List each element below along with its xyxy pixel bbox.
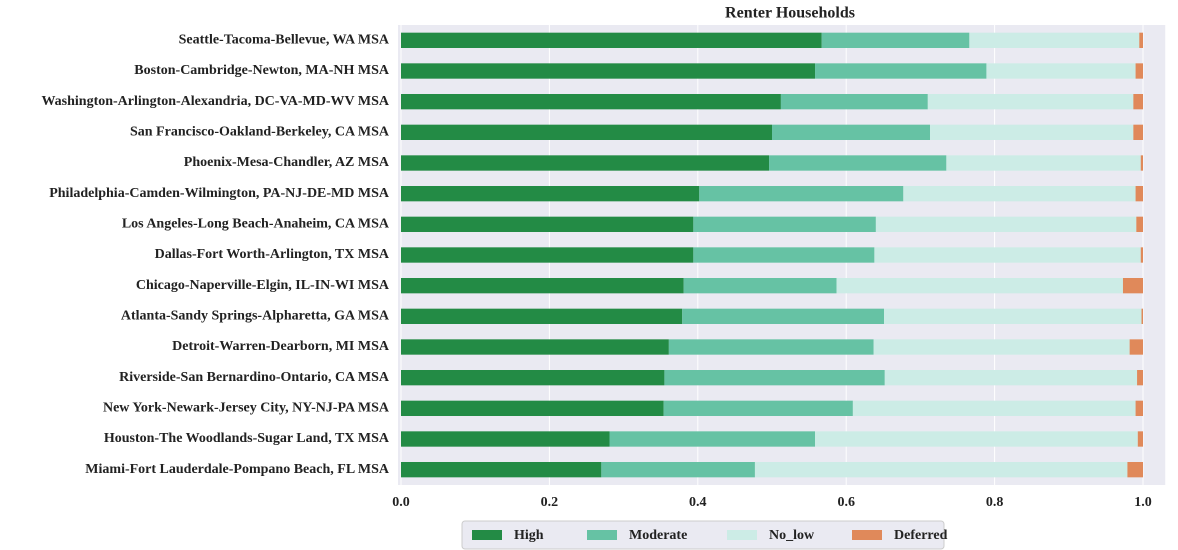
bar-segment bbox=[780, 94, 928, 110]
bar-segment bbox=[401, 155, 770, 171]
bar-segment bbox=[1135, 186, 1143, 202]
bar-segment bbox=[873, 339, 1130, 355]
x-tick-label: 0.0 bbox=[392, 495, 410, 510]
bar-segment bbox=[1129, 339, 1143, 355]
bar-segment bbox=[1133, 124, 1143, 140]
y-tick-label: Detroit-Warren-Dearborn, MI MSA bbox=[172, 339, 390, 354]
bar-segment bbox=[815, 63, 987, 79]
bar-segment bbox=[663, 400, 853, 416]
y-tick-label: Chicago-Naperville-Elgin, IL-IN-WI MSA bbox=[136, 278, 390, 293]
legend-swatch bbox=[727, 530, 757, 540]
bar-segment bbox=[836, 278, 1123, 294]
y-tick-label: Miami-Fort Lauderdale-Pompano Beach, FL … bbox=[85, 462, 390, 477]
bar-segment bbox=[884, 370, 1138, 386]
bar-segment bbox=[664, 370, 885, 386]
x-tick-label: 0.8 bbox=[986, 495, 1004, 510]
y-tick-label: Los Angeles-Long Beach-Anaheim, CA MSA bbox=[122, 217, 390, 232]
x-tick-label: 0.4 bbox=[689, 495, 707, 510]
bar-segment bbox=[1127, 462, 1143, 478]
bar-segment bbox=[699, 186, 904, 202]
bar-segment bbox=[930, 124, 1134, 140]
bar-segment bbox=[1136, 216, 1143, 232]
bar-segment bbox=[986, 63, 1136, 79]
bar-segment bbox=[969, 32, 1140, 48]
bar-segment bbox=[1122, 278, 1143, 294]
bar-segment bbox=[1139, 32, 1143, 48]
bar-segment bbox=[683, 278, 837, 294]
bar-segment bbox=[401, 247, 694, 263]
bar-segment bbox=[1137, 370, 1143, 386]
bar-segment bbox=[1137, 431, 1143, 447]
bar-segment bbox=[401, 32, 822, 48]
bar-segment bbox=[1135, 63, 1143, 79]
bar-segment bbox=[1135, 400, 1143, 416]
legend-box bbox=[461, 520, 945, 550]
bar-segment bbox=[946, 155, 1141, 171]
bar-segment bbox=[852, 400, 1136, 416]
bar-segment bbox=[401, 94, 781, 110]
bar-segment bbox=[668, 339, 874, 355]
bar-segment bbox=[1141, 308, 1143, 324]
bar-segment bbox=[1133, 94, 1143, 110]
bar-segment bbox=[903, 186, 1136, 202]
bar-segment bbox=[769, 155, 947, 171]
y-tick-label: Boston-Cambridge-Newton, MA-NH MSA bbox=[134, 63, 390, 78]
y-tick-label: Phoenix-Mesa-Chandler, AZ MSA bbox=[184, 155, 390, 170]
bar-segment bbox=[884, 308, 1142, 324]
y-tick-label: Atlanta-Sandy Springs-Alpharetta, GA MSA bbox=[121, 309, 390, 324]
legend-label: Moderate bbox=[629, 528, 687, 543]
legend-swatch bbox=[852, 530, 882, 540]
legend-swatch bbox=[472, 530, 502, 540]
bar-segment bbox=[821, 32, 970, 48]
y-tick-label: Riverside-San Bernardino-Ontario, CA MSA bbox=[119, 370, 390, 385]
bar-segment bbox=[401, 278, 684, 294]
legend-label: No_low bbox=[769, 528, 815, 543]
bar-segment bbox=[401, 63, 816, 79]
bar-segment bbox=[401, 431, 610, 447]
y-tick-label: Philadelphia-Camden-Wilmington, PA-NJ-DE… bbox=[49, 186, 390, 201]
bar-segment bbox=[1140, 247, 1143, 263]
y-tick-label: Dallas-Fort Worth-Arlington, TX MSA bbox=[155, 247, 390, 262]
x-tick-label: 0.6 bbox=[837, 495, 855, 510]
legend: High Moderate No_low Deferred bbox=[461, 520, 948, 550]
bar-segment bbox=[401, 186, 700, 202]
y-tick-label: Washington-Arlington-Alexandria, DC-VA-M… bbox=[41, 94, 389, 109]
y-tick-label: New York-Newark-Jersey City, NY-NJ-PA MS… bbox=[103, 401, 390, 416]
x-tick-label: 1.0 bbox=[1134, 495, 1152, 510]
bar-segment bbox=[401, 339, 669, 355]
bar-segment bbox=[815, 431, 1138, 447]
bar-segment bbox=[693, 216, 876, 232]
x-tick-label: 0.2 bbox=[541, 495, 559, 510]
bar-segment bbox=[401, 462, 602, 478]
bar-segment bbox=[1140, 155, 1143, 171]
bar-segment bbox=[693, 247, 875, 263]
bar-segment bbox=[401, 216, 694, 232]
bar-segment bbox=[772, 124, 931, 140]
bar-segment bbox=[609, 431, 816, 447]
y-tick-label: Houston-The Woodlands-Sugar Land, TX MSA bbox=[104, 431, 390, 446]
y-tick-label: Seattle-Tacoma-Bellevue, WA MSA bbox=[179, 33, 390, 48]
bar-segment bbox=[874, 247, 1141, 263]
bar-segment bbox=[401, 308, 683, 324]
bar-segment bbox=[401, 400, 664, 416]
chart-title: Renter Households bbox=[725, 5, 855, 22]
legend-label: Deferred bbox=[894, 528, 948, 543]
legend-swatch bbox=[587, 530, 617, 540]
legend-label: High bbox=[514, 528, 544, 543]
bar-segment bbox=[601, 462, 755, 478]
bar-segment bbox=[875, 216, 1137, 232]
bar-segment bbox=[401, 124, 772, 140]
bar-segment bbox=[754, 462, 1128, 478]
y-tick-label: San Francisco-Oakland-Berkeley, CA MSA bbox=[130, 125, 390, 140]
bar-segment bbox=[927, 94, 1134, 110]
bar-segment bbox=[401, 370, 665, 386]
bar-segment bbox=[682, 308, 885, 324]
